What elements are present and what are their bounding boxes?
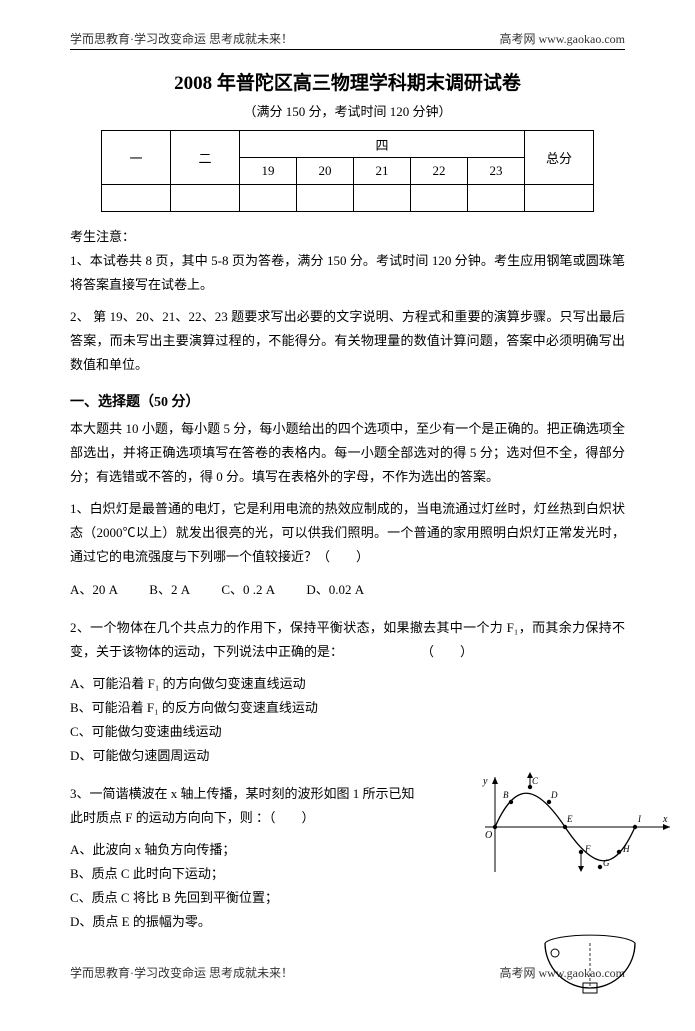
subcol-22: 22 xyxy=(411,158,468,185)
q2-opt-d: D、可能做匀速圆周运动 xyxy=(70,744,625,768)
footer-left: 学而思教育·学习改变命运 思考成就未来！ xyxy=(70,964,293,981)
subcol-19: 19 xyxy=(240,158,297,185)
subcol-23: 23 xyxy=(468,158,525,185)
col-four: 四 xyxy=(240,131,525,158)
col-two: 二 xyxy=(171,131,240,185)
page-header: 学而思教育·学习改变命运 思考成就未来！ 高考网 www.gaokao.com xyxy=(70,30,625,50)
wave-figure-icon: y x O B C D E F G H I xyxy=(475,772,675,882)
q1-opt-d: D、0.02 A xyxy=(306,578,364,602)
pt-e: E xyxy=(566,814,573,824)
subcol-21: 21 xyxy=(354,158,411,185)
q2-opt-b: B、可能沿着 F₁ 的反方向做匀变速直线运动 xyxy=(70,696,625,720)
blank-cell xyxy=(297,185,354,212)
header-right: 高考网 www.gaokao.com xyxy=(499,30,625,47)
q1-opt-c: C、0 .2 A xyxy=(221,578,275,602)
pt-d: D xyxy=(550,790,558,800)
q1-opt-a: A、20 A xyxy=(70,578,118,602)
q3-opt-d: D、质点 E 的振幅为零。 xyxy=(70,910,625,934)
pt-i: I xyxy=(637,814,642,824)
blank-cell xyxy=(102,185,171,212)
page-footer: 学而思教育·学习改变命运 思考成就未来！ 高考网 www.gaokao.com xyxy=(70,962,625,983)
pt-c: C xyxy=(532,776,539,786)
exam-subtitle: （满分 150 分，考试时间 120 分钟） xyxy=(70,101,625,120)
bowl-figure-icon xyxy=(535,933,645,1003)
pt-f: F xyxy=(584,844,591,854)
notice-1: 1、本试卷共 8 页，其中 5-8 页为答卷，满分 150 分。考试时间 120… xyxy=(70,249,625,297)
pt-b: B xyxy=(503,790,509,800)
blank-cell xyxy=(525,185,594,212)
blank-cell xyxy=(468,185,525,212)
notice-2: 2、 第 19、20、21、22、23 题要求写出必要的文字说明、方程式和重要的… xyxy=(70,305,625,377)
axis-x-label: x xyxy=(662,814,668,825)
q1-stem: 1、白炽灯是最普通的电灯，它是利用电流的热效应制成的，当电流通过灯丝时，灯丝热到… xyxy=(70,497,625,569)
header-left: 学而思教育·学习改变命运 思考成就未来！ xyxy=(70,30,293,47)
axis-y-label: y xyxy=(482,776,488,787)
q3-opt-c: C、质点 C 将比 B 先回到平衡位置； xyxy=(70,886,625,910)
blank-cell xyxy=(354,185,411,212)
pt-h: H xyxy=(622,844,630,854)
section1-heading: 一、选择题（50 分） xyxy=(70,391,625,411)
blank-cell xyxy=(171,185,240,212)
col-total: 总分 xyxy=(525,131,594,185)
q1-options: A、20 A B、2 A C、0 .2 A D、0.02 A xyxy=(70,578,625,602)
blank-cell xyxy=(240,185,297,212)
q3-block: y x O B C D E F G H I 3、一简谐横波在 x 轴上传播，某时… xyxy=(70,782,625,934)
q2-options: A、可能沿着 F₁ 的方向做匀变速直线运动 B、可能沿着 F₁ 的反方向做匀变速… xyxy=(70,672,625,768)
blank-cell xyxy=(411,185,468,212)
q1-opt-b: B、2 A xyxy=(149,578,190,602)
origin-label: O xyxy=(485,830,492,841)
col-one: 一 xyxy=(102,131,171,185)
q2-stem: 2、一个物体在几个共点力的作用下，保持平衡状态，如果撤去其中一个力 F₁，而其余… xyxy=(70,616,625,664)
score-table: 一 二 四 总分 19 20 21 22 23 xyxy=(101,130,594,212)
q2-opt-c: C、可能做匀变速曲线运动 xyxy=(70,720,625,744)
notice-title: 考生注意： xyxy=(70,226,625,245)
pt-g: G xyxy=(603,858,610,868)
section1-desc: 本大题共 10 小题，每小题 5 分，每小题给出的四个选项中，至少有一个是正确的… xyxy=(70,417,625,489)
subcol-20: 20 xyxy=(297,158,354,185)
exam-title: 2008 年普陀区高三物理学科期末调研试卷 xyxy=(70,68,625,95)
q2-opt-a: A、可能沿着 F₁ 的方向做匀变速直线运动 xyxy=(70,672,625,696)
